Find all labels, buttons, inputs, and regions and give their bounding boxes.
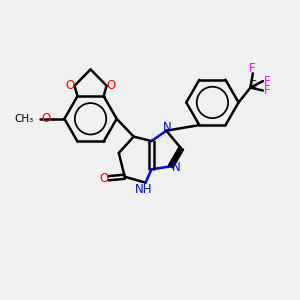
Text: NH: NH bbox=[134, 183, 152, 196]
Text: N: N bbox=[172, 161, 181, 174]
Text: O: O bbox=[99, 172, 109, 185]
Text: F: F bbox=[249, 62, 256, 75]
Text: O: O bbox=[65, 79, 75, 92]
Text: C: C bbox=[250, 80, 256, 90]
Text: O: O bbox=[106, 79, 116, 92]
Text: F: F bbox=[264, 74, 270, 88]
Text: N: N bbox=[163, 121, 171, 134]
Text: F: F bbox=[264, 84, 270, 97]
Text: CH₃: CH₃ bbox=[14, 114, 33, 124]
Text: O: O bbox=[41, 112, 51, 125]
